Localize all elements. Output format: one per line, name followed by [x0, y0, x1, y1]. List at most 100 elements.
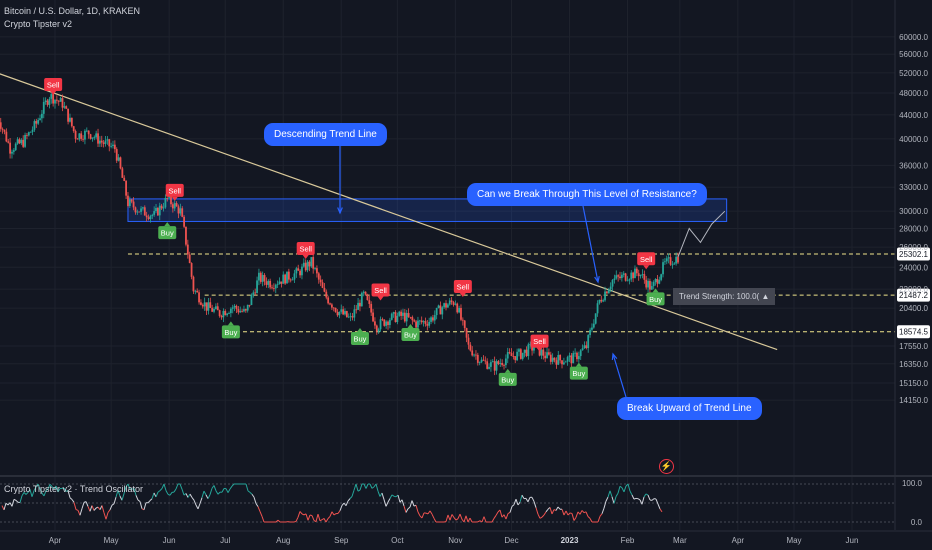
candle-body — [35, 121, 38, 124]
oscillator-segment — [377, 490, 381, 497]
sell-signal-pointer — [171, 196, 178, 201]
oscillator-segment — [433, 518, 437, 523]
oscillator-segment — [381, 492, 385, 500]
oscillator-segment — [659, 508, 663, 513]
candle-body — [357, 302, 359, 310]
candle-body — [574, 352, 577, 354]
oscillator-segment — [375, 483, 379, 492]
candle-body — [140, 208, 142, 212]
candle-body — [271, 287, 273, 289]
candle-body — [514, 356, 517, 361]
oscillator-segment — [121, 493, 125, 501]
annotation-arrows — [337, 146, 627, 398]
oscillator-segment — [175, 483, 179, 490]
oscillator-segment — [431, 513, 435, 519]
candle-body — [231, 307, 234, 309]
oscillator-segment — [657, 503, 661, 510]
time-tick-label: Apr — [732, 536, 745, 545]
candle-body — [183, 216, 185, 227]
oscillator-segment — [151, 492, 155, 499]
candle-body — [467, 337, 470, 345]
candle-body — [402, 312, 404, 316]
oscillator-segment — [585, 511, 589, 517]
candle-body — [192, 276, 195, 292]
candle-body — [345, 311, 348, 318]
oscillator-segment — [463, 515, 467, 523]
candle-body — [229, 308, 232, 314]
candle-body — [87, 130, 90, 135]
oscillator-segment — [63, 487, 67, 492]
candle-body — [82, 138, 84, 140]
candle-body — [237, 309, 240, 313]
candle-body — [432, 317, 434, 321]
sell-signal-box — [165, 183, 184, 197]
oscillator-segment — [515, 499, 519, 506]
candle-body — [91, 137, 94, 139]
candle-body — [327, 297, 330, 304]
oscillator-segment — [311, 515, 315, 521]
candle-body — [411, 317, 414, 321]
candle-body — [297, 268, 300, 271]
oscillator-segment — [143, 502, 147, 510]
oscillator-segment — [567, 512, 571, 516]
oscillator-segment — [261, 516, 265, 523]
candle-body — [390, 313, 393, 320]
time-tick-label: May — [104, 536, 119, 545]
oscillator-segment — [599, 513, 603, 517]
oscillator-segment — [255, 503, 259, 507]
sell-signal-pointer — [643, 265, 650, 270]
candle-body — [512, 356, 515, 357]
candle-body — [650, 286, 653, 290]
candle-body — [286, 271, 288, 284]
price-tick-label: 52000.0 — [899, 69, 928, 78]
oscillator-segment — [297, 511, 301, 518]
oscillator-segment — [607, 490, 611, 498]
candle-body — [488, 366, 490, 369]
buy-signal-box — [401, 328, 420, 342]
time-tick-label: Mar — [673, 536, 687, 545]
candle-body — [12, 150, 15, 152]
oscillator-segment — [511, 504, 515, 507]
oscillator-segment — [309, 514, 313, 517]
candle-body — [639, 275, 642, 277]
candle-body — [405, 313, 408, 322]
candle-body — [546, 352, 548, 359]
candle-body — [308, 261, 311, 267]
candle-body — [250, 294, 253, 306]
oscillator-segment — [391, 494, 395, 497]
candle-body — [495, 361, 498, 371]
candle-body — [362, 291, 365, 293]
candle-body — [510, 353, 513, 357]
candle-body — [490, 362, 492, 367]
candle-body — [138, 211, 141, 213]
lightning-icon[interactable]: ⚡ — [659, 459, 674, 474]
oscillator-segment — [509, 506, 513, 513]
oscillator-segment — [455, 518, 459, 521]
oscillator-segment — [613, 496, 617, 504]
candle-body — [304, 262, 307, 271]
oscillator-segment — [549, 507, 553, 515]
oscillator-segment — [203, 490, 207, 496]
oscillator-segment — [33, 486, 37, 491]
candle-body — [179, 208, 182, 214]
candle-body — [332, 307, 335, 309]
level-price-box — [897, 325, 930, 339]
candle-body — [407, 313, 410, 317]
sell-signal-label: Sell — [168, 186, 181, 195]
oscillator-segment — [251, 493, 255, 498]
candle-body — [84, 130, 86, 140]
candle-body — [143, 207, 146, 216]
sell-signal-box — [637, 252, 656, 266]
oscillator-segment — [605, 496, 609, 502]
oscillator-segment — [229, 485, 233, 490]
sell-signal-pointer — [536, 347, 543, 352]
candle-body — [106, 139, 109, 141]
candle-body — [5, 131, 8, 142]
oscillator-segment — [623, 485, 627, 493]
candle-body — [65, 106, 68, 109]
time-tick-label: Jun — [846, 536, 859, 545]
candle-body — [542, 349, 545, 356]
candle-body — [675, 256, 678, 264]
candle-body — [476, 354, 479, 363]
